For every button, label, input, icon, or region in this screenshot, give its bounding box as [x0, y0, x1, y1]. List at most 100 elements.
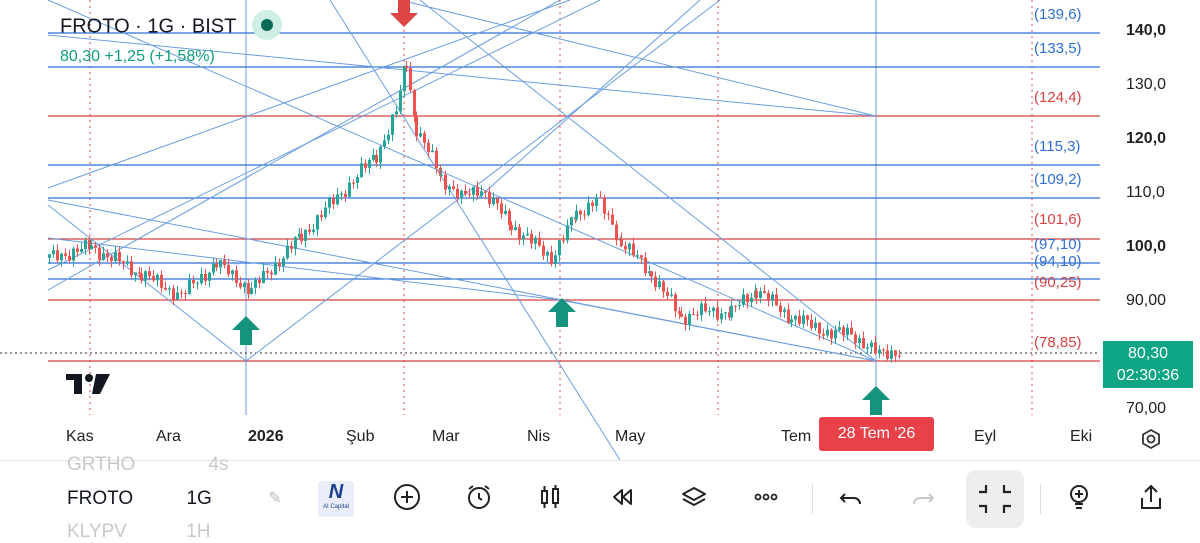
watchlist-item-current[interactable]: FROTO 1G [67, 488, 212, 510]
alarm-clock-icon[interactable] [462, 482, 496, 516]
market-status-icon [251, 10, 282, 40]
candle-body [508, 210, 511, 225]
level-label: (101,6) [1034, 211, 1082, 228]
chart-settings-icon[interactable] [1140, 428, 1162, 455]
candle-body [514, 227, 517, 231]
time-axis-label: Ara [156, 428, 181, 445]
candle-body [878, 349, 881, 354]
candle-body [262, 270, 265, 284]
candle-body [530, 233, 533, 244]
level-text: (94,10) [1034, 253, 1082, 270]
candle-body [802, 315, 805, 324]
ai-capital-button[interactable]: N AI Capital [318, 481, 354, 517]
candle-body [818, 322, 821, 334]
candle-body [476, 186, 479, 196]
candle-body [894, 350, 897, 356]
candle-body [650, 271, 653, 277]
candle-body [164, 287, 167, 290]
candle-body [858, 337, 861, 344]
time-axis-label: 2026 [248, 428, 284, 445]
level-text: (109,2) [1034, 171, 1082, 188]
candle-body [684, 316, 687, 325]
level-text: (115,3) [1034, 138, 1081, 155]
candle-body [570, 217, 573, 226]
candle-body [566, 225, 569, 241]
chart-canvas[interactable] [0, 0, 1200, 460]
undo-icon[interactable] [834, 482, 868, 516]
candle-body [379, 146, 382, 163]
time-axis-label: Eki [1070, 428, 1093, 445]
add-icon[interactable] [390, 482, 424, 516]
replay-icon[interactable] [605, 482, 639, 516]
candle-body [806, 315, 809, 320]
layers-icon[interactable] [677, 482, 711, 516]
candle-body [368, 159, 371, 168]
candle-body [176, 292, 179, 300]
candle-body [448, 186, 451, 190]
candle-body [830, 329, 833, 339]
candle-body [583, 214, 586, 216]
candle-body [106, 253, 109, 258]
tradingview-logo [66, 374, 110, 394]
crosshair-date-badge: 28 Tem '26 [819, 417, 934, 451]
time-axis-label: Şub [346, 428, 375, 445]
bottom-toolbar [0, 460, 1200, 539]
candle-body [607, 213, 610, 215]
candle-body [496, 198, 499, 204]
candle-body [615, 224, 618, 241]
candle-body [200, 273, 203, 284]
candle-body [599, 197, 602, 199]
candle-body [738, 304, 741, 306]
candle-body [882, 349, 885, 351]
share-icon[interactable] [1134, 482, 1168, 516]
current-price-badge: 80,30 02:30:36 [1103, 341, 1193, 388]
candle-body [88, 239, 91, 250]
level-label: (94,10) [1034, 253, 1082, 270]
level-label: (139,6) [1034, 6, 1082, 23]
drawing-pencil-icon[interactable]: ✎ [268, 490, 282, 507]
candle-body [542, 245, 545, 256]
level-text: (90,25) [1034, 274, 1082, 291]
signal-arrow-up-2 [548, 298, 576, 327]
candle-body [628, 243, 631, 250]
candle-body [862, 337, 865, 349]
price-axis-label: 120,0 [1126, 130, 1167, 147]
candle-body [134, 272, 137, 276]
fullscreen-button[interactable] [966, 470, 1024, 528]
candle-body [344, 193, 347, 197]
candle-body [488, 191, 491, 204]
candlestick-icon[interactable] [533, 482, 567, 516]
candle-body [759, 291, 762, 299]
candle-body [611, 214, 614, 225]
chart-header[interactable]: FROTO · 1G · BIST [60, 10, 282, 42]
candle-body [518, 227, 521, 240]
bar-countdown: 02:30:36 [1116, 367, 1180, 384]
candle-body [678, 311, 681, 314]
level-text: (78,85) [1034, 334, 1082, 351]
candle-body [140, 273, 143, 281]
ai-capital-logo-icon: N [328, 481, 344, 503]
watchlist-symbol: KLYPV [67, 521, 127, 542]
candle-body [890, 350, 893, 359]
candle-body [423, 133, 426, 143]
candle-body [730, 305, 733, 318]
candle-body [364, 163, 367, 168]
watchlist-item-prev[interactable]: GRTHO 4s [67, 454, 229, 476]
level-text: (133,5) [1034, 40, 1082, 57]
candle-body [534, 237, 537, 244]
candle-body [712, 307, 715, 312]
more-icon[interactable] [749, 482, 783, 516]
candle-body [575, 210, 578, 220]
toolbar-separator [812, 484, 813, 514]
watchlist-item-next[interactable]: KLYPV 1H [67, 521, 210, 543]
candle-body [746, 294, 749, 303]
idea-bulb-icon[interactable] [1062, 482, 1096, 516]
candle-body [270, 272, 273, 275]
candle-body [771, 294, 774, 301]
level-label: (97,10) [1034, 236, 1082, 253]
candle-body [439, 168, 442, 176]
candle-body [243, 283, 246, 288]
candle-body [662, 281, 665, 292]
watchlist-interval: 4s [208, 454, 229, 475]
candle-body [336, 194, 339, 205]
